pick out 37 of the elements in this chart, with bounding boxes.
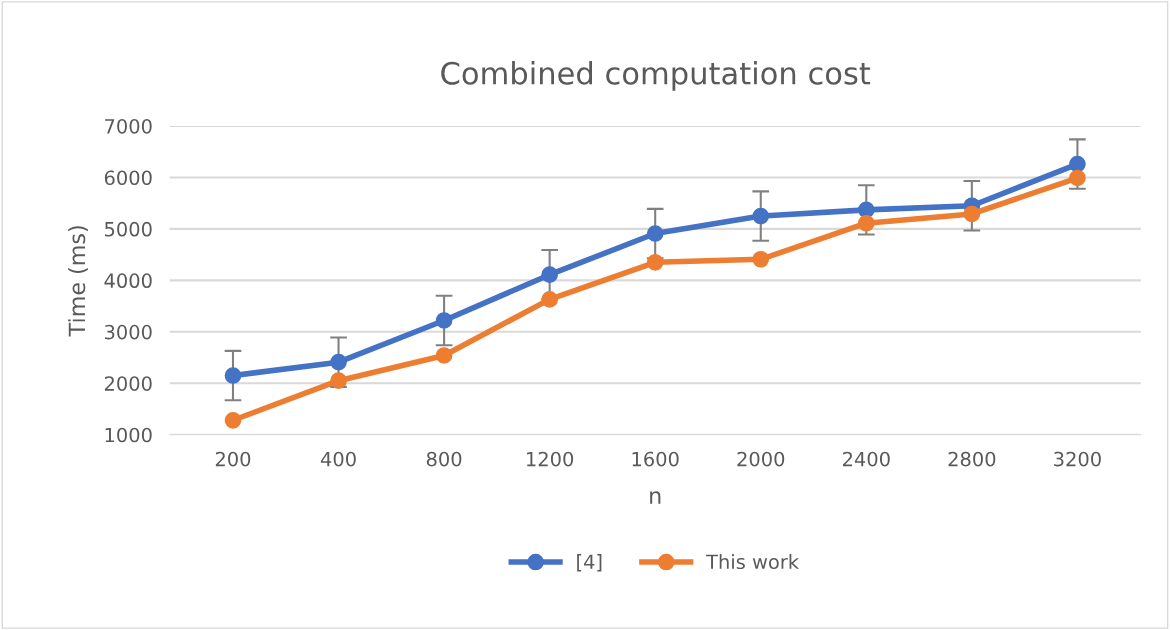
point	[646, 254, 664, 271]
point	[330, 372, 347, 390]
point	[541, 291, 558, 308]
chart-title: Combined computation cost	[441, 61, 871, 91]
y-tick-label: 6000	[104, 170, 152, 186]
x-tick-label: 200	[215, 451, 251, 467]
point	[435, 312, 453, 329]
y-tick-label: 7000	[105, 118, 152, 134]
point	[541, 266, 558, 284]
x-tick-label: 400	[320, 451, 356, 467]
point	[224, 411, 242, 429]
point	[1069, 155, 1086, 173]
x-tick-label: 1200	[527, 451, 574, 467]
point	[963, 205, 981, 223]
y-tick-label: 2000	[104, 376, 152, 391]
point	[224, 367, 242, 384]
point	[330, 353, 347, 371]
x-tick-label: 2800	[948, 451, 996, 467]
x-tick-label: 800	[426, 451, 462, 467]
x-axis-title: n	[650, 491, 661, 504]
y-tick-label: 1000	[105, 427, 152, 443]
point	[646, 225, 664, 242]
legend-label: This work	[706, 554, 800, 570]
x-tick-label: 2000	[737, 451, 785, 467]
y-axis-title: Time (ms)	[68, 226, 88, 337]
point	[857, 214, 875, 232]
y-tick-label: 3000	[104, 324, 152, 340]
x-tick-label: 2400	[842, 451, 890, 467]
point	[435, 347, 453, 364]
x-tick-label: 3200	[1054, 451, 1101, 467]
y-tick-label: 4000	[104, 273, 152, 289]
point	[752, 207, 770, 225]
y-tick-label: 5000	[105, 221, 152, 237]
x-tick-label: 1600	[632, 451, 679, 467]
point	[752, 250, 770, 268]
legend-label: [4]	[577, 554, 602, 572]
point	[1069, 169, 1086, 187]
